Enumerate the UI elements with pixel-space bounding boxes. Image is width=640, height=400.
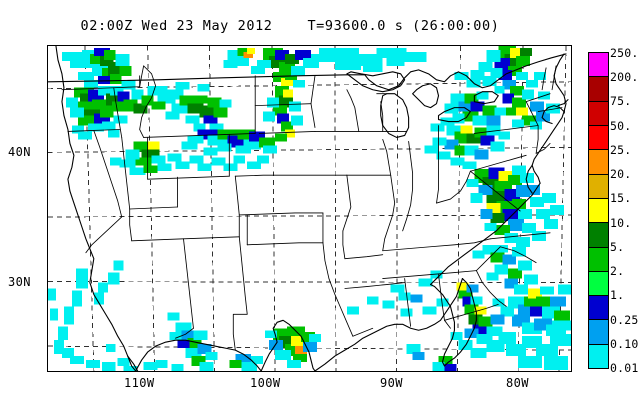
colorbar-band-25.: [589, 125, 608, 151]
lake-erie: [437, 107, 471, 123]
precip-scattered: [346, 270, 449, 317]
colorbar-band-1.: [589, 271, 608, 297]
colorbar-tick-2p: 2.: [610, 264, 625, 279]
colorbar-band-15.: [589, 174, 608, 199]
colorbar-tick-0p01: 0.01: [610, 361, 639, 375]
page-title: 02:00Z Wed 23 May 2012 T=93600.0 s (26:0…: [80, 18, 500, 34]
colorbar-band-200.: [589, 53, 608, 78]
precip-northeast: [454, 46, 561, 130]
lake-huron: [412, 83, 440, 109]
lake-superior: [346, 71, 406, 93]
state-boundaries: [61, 65, 563, 351]
coast-gulf: [314, 278, 463, 371]
axis-label-100w: 100W: [250, 376, 281, 390]
coast-pacific: [55, 46, 137, 371]
colorbar-tick-20p: 20.: [610, 167, 632, 182]
precip-pnw: [61, 47, 232, 140]
colorbar-tick-250p: 250.: [610, 46, 639, 60]
colorbar-tick-50p: 50.: [610, 118, 632, 133]
colorbar-band-0.25: [589, 296, 608, 321]
precip-southwest: [48, 260, 218, 371]
colorbar-band-2.: [589, 247, 608, 272]
colorbar-band-75.: [589, 77, 608, 102]
map-outlines: [48, 46, 569, 371]
precip-southeast: [472, 244, 539, 295]
coast-northeast: [541, 105, 565, 131]
axis-label-30n: 30N: [8, 275, 31, 289]
colorbar-band-0.10: [589, 320, 608, 345]
axis-label-110w: 110W: [124, 376, 155, 390]
colorbar-tick-10p: 10.: [610, 215, 632, 230]
axis-label-80w: 80W: [506, 376, 529, 390]
lake-ontario: [473, 91, 499, 105]
colorbar-tick-1p: 1.: [610, 288, 625, 303]
lake-michigan-huron: [380, 93, 410, 138]
border-canada: [48, 53, 567, 91]
coast-florida: [429, 278, 477, 367]
colorbar-tick-25p: 25.: [610, 142, 632, 157]
precip-appalachia: [424, 91, 565, 247]
cape-cod: [557, 99, 569, 107]
colorbar-tick-5p: 5.: [610, 239, 625, 254]
colorbar-tick-75p: 75.: [610, 94, 632, 109]
colorbar-tick-200p: 200.: [610, 70, 639, 85]
colorbar-band-0.01: [589, 344, 608, 369]
coast-atlantic-south: [429, 182, 541, 286]
colorbar-band-20.: [589, 150, 608, 175]
colorbar-labels: 250. 200. 75. 50. 25. 20. 15. 10. 5. 2. 1. 0.25 0.10…: [610, 45, 640, 375]
coast-ne-upper: [553, 53, 567, 113]
chesapeake-bay: [525, 164, 533, 194]
map-plot-panel: [47, 45, 572, 372]
precip-great-lakes: [310, 47, 427, 72]
precipitation-map: [48, 46, 571, 371]
colorbar-band-5.: [589, 223, 608, 248]
colorbar-tick-15p: 15.: [610, 191, 632, 206]
colorbar-tick-0p25: 0.25: [610, 312, 639, 327]
border-rio-grande: [260, 319, 316, 371]
axis-label-40n: 40N: [8, 145, 31, 159]
axis-label-90w: 90W: [380, 376, 403, 390]
border-mexico-west: [135, 339, 262, 371]
baja-coast: [127, 355, 139, 371]
colorbar-tick-0p10: 0.10: [610, 336, 639, 351]
colorbar-band-10.: [589, 198, 608, 224]
precip-florida: [406, 282, 571, 371]
precip-field: [48, 46, 571, 371]
colorbar-band-50.: [589, 101, 608, 126]
coast-chesapeake: [531, 128, 555, 184]
colorbar: [588, 52, 609, 369]
